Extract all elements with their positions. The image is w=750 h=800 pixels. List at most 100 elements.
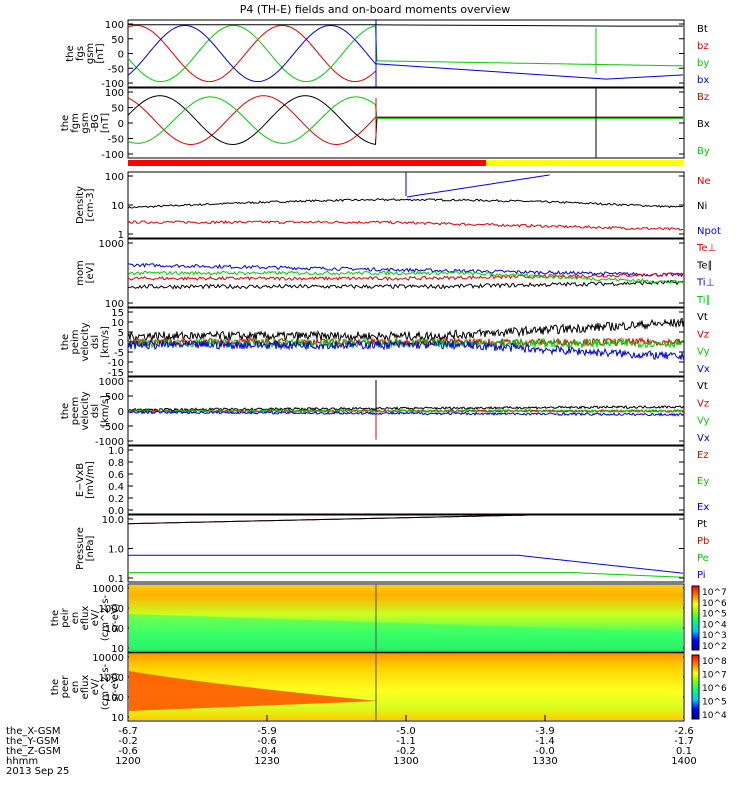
legend-Ne: Ne [697,176,711,187]
legend-by: by [697,58,709,69]
colorbar [691,654,700,720]
ytick-label: 0 [118,119,124,130]
ytick-label: 500 [105,392,124,403]
status-bar-yellow [486,160,684,166]
panel-fgm: 100 50 0 -50 -100 the fgm gsm -BG [nT] Bz Bx By [60,87,710,161]
legend-Pb: Pb [697,536,709,547]
ylabel-line: [nT] [100,113,111,133]
ytick-label: 100 [105,693,124,704]
ytick-label: 10 [111,713,124,724]
panel-peem: 1000 500 0 -500 -1000 the peem velocity dsl [km/s… [60,376,710,448]
series-by [127,24,684,83]
ylabel-line: -BG [90,114,101,132]
ytick-label: 100 [105,20,124,31]
xaxis-value: -5.9 [257,726,277,737]
ytick-label: 1000 [99,377,124,388]
ylabel-line: gsm [80,112,91,133]
legend-Vz: Vz [697,398,709,409]
series-by [127,96,683,144]
ytick-label: -1000 [95,437,124,448]
legend-Ey: Ey [697,476,709,487]
ylabel-line: sr-eV) [110,672,121,701]
ylabel: the peim velocity dsl [km/s] [60,322,111,361]
xaxis-value: -0.2 [118,736,138,747]
ytick-label: 0 [118,50,124,61]
xaxis-value: -0.2 [396,746,416,757]
heatmap-hot [129,671,378,711]
xaxis-value: 1230 [254,756,279,767]
ytick-label: 10 [111,318,124,329]
legend-Pt: Pt [697,519,707,530]
series-tiperp [127,262,684,278]
colorbar-label: 10^7 [702,671,727,681]
ylabel: Pressure [nPa] [75,527,96,570]
ylabel-line: the [60,115,71,131]
legend-Ti⊥: Ti⊥ [696,278,714,289]
series-vx [127,339,685,361]
ytick-label: 0.1 [108,574,124,585]
xaxis-row-label: hhmm [6,756,38,767]
ylabel: Density [cm-3] [75,186,96,224]
chart-title: P4 (TH-E) fields and on-board moments ov… [240,3,511,16]
ytick-label: -50 [108,135,124,146]
ylabel-line: the [60,403,71,419]
ytick-label: 10000 [92,584,124,595]
ylabel-line: [km/s] [100,395,111,427]
colorbar-label: 10^2 [702,642,727,652]
xaxis-date: 2013 Sep 25 [6,766,69,777]
ytick-label: -10 [108,358,124,369]
colorbar-label: 10^6 [702,684,727,694]
legend-Vx: Vx [697,364,710,375]
colorbar-label: 10^5 [702,610,727,620]
series-npot [406,174,550,198]
ylabel-line: the [60,334,71,350]
series-vx [127,410,685,417]
ylabel-line: eV/ [90,678,101,695]
ylabel: mom [eV] [75,260,96,286]
ytick-label: 5 [118,328,124,339]
xaxis-value: 1330 [532,756,557,767]
ytick-label: 0 [118,338,124,349]
colorbar-label: 10^3 [702,631,727,641]
ylabel-line: eV/ [90,609,101,626]
ylabel-line: fgm [70,113,81,133]
legend-Vx: Vx [697,433,710,444]
xaxis-value: -1.7 [674,736,694,747]
ytick-label: 50 [111,104,124,115]
ylabel-line: gsm [85,43,96,64]
xaxis-value: -3.9 [535,726,555,737]
series-vt [127,317,685,343]
xaxis-value: -2.6 [674,726,694,737]
panel-temp: 1000 100 mom [eV] Te⊥ Te∥ Ti⊥ Ti∥ [75,238,716,310]
ytick-label: 10 [111,201,124,212]
xaxis-value: -0.6 [257,736,277,747]
ytick-label: -100 [101,150,124,161]
panel-frame [127,445,685,515]
colorbar-label: 10^8 [702,657,727,667]
series-bx [127,24,684,82]
ylabel-line: Pressure [75,527,86,570]
ylabel-line: peem [70,397,81,425]
series-tepar [128,280,684,290]
series-pt [128,514,527,525]
legend-By: By [697,146,710,157]
ytick-label: 1.0 [108,446,124,457]
legend-Bx: Bx [697,119,710,130]
series-vt [127,405,685,412]
ylabel-line: (cm^2-s- [100,594,111,641]
legend-Ti∥: Ti∥ [696,295,711,306]
xaxis-row-label: the_Y-GSM [6,736,59,747]
series-vy [127,408,685,414]
xaxis-row-label: the_X-GSM [6,726,60,737]
ytick-label: 0.6 [108,470,124,481]
ylabel: E−VxB [mV/m] [75,461,96,499]
xaxis-value: -1.1 [396,736,416,747]
colorbar-label: 10^7 [702,588,727,598]
ylabel-line: [nPa] [85,535,96,561]
xaxis-value: -0.6 [118,746,138,757]
ytick-label: -15 [108,368,124,379]
legend-Pe: Pe [697,553,709,564]
series-pi [128,554,684,574]
xaxis-value: 1200 [115,756,140,767]
